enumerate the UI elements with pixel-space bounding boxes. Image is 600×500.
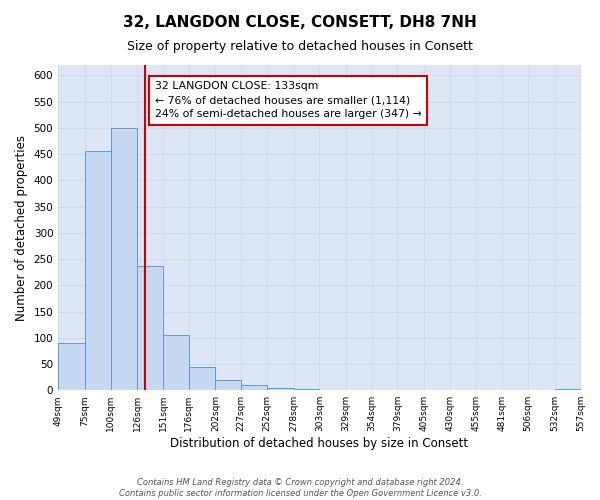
Bar xyxy=(555,389,580,390)
Bar xyxy=(163,335,189,390)
Text: Size of property relative to detached houses in Consett: Size of property relative to detached ho… xyxy=(127,40,473,53)
Bar xyxy=(110,128,137,390)
Bar xyxy=(189,366,215,390)
Text: 32, LANGDON CLOSE, CONSETT, DH8 7NH: 32, LANGDON CLOSE, CONSETT, DH8 7NH xyxy=(123,15,477,30)
Text: Contains HM Land Registry data © Crown copyright and database right 2024.
Contai: Contains HM Land Registry data © Crown c… xyxy=(119,478,481,498)
Bar xyxy=(267,388,293,390)
Bar xyxy=(85,151,110,390)
Bar xyxy=(241,385,267,390)
Text: 32 LANGDON CLOSE: 133sqm
← 76% of detached houses are smaller (1,114)
24% of sem: 32 LANGDON CLOSE: 133sqm ← 76% of detach… xyxy=(155,82,422,120)
Bar xyxy=(215,380,241,390)
Y-axis label: Number of detached properties: Number of detached properties xyxy=(15,134,28,320)
Bar xyxy=(293,389,319,390)
Bar xyxy=(58,343,85,390)
Bar xyxy=(137,266,163,390)
X-axis label: Distribution of detached houses by size in Consett: Distribution of detached houses by size … xyxy=(170,437,469,450)
